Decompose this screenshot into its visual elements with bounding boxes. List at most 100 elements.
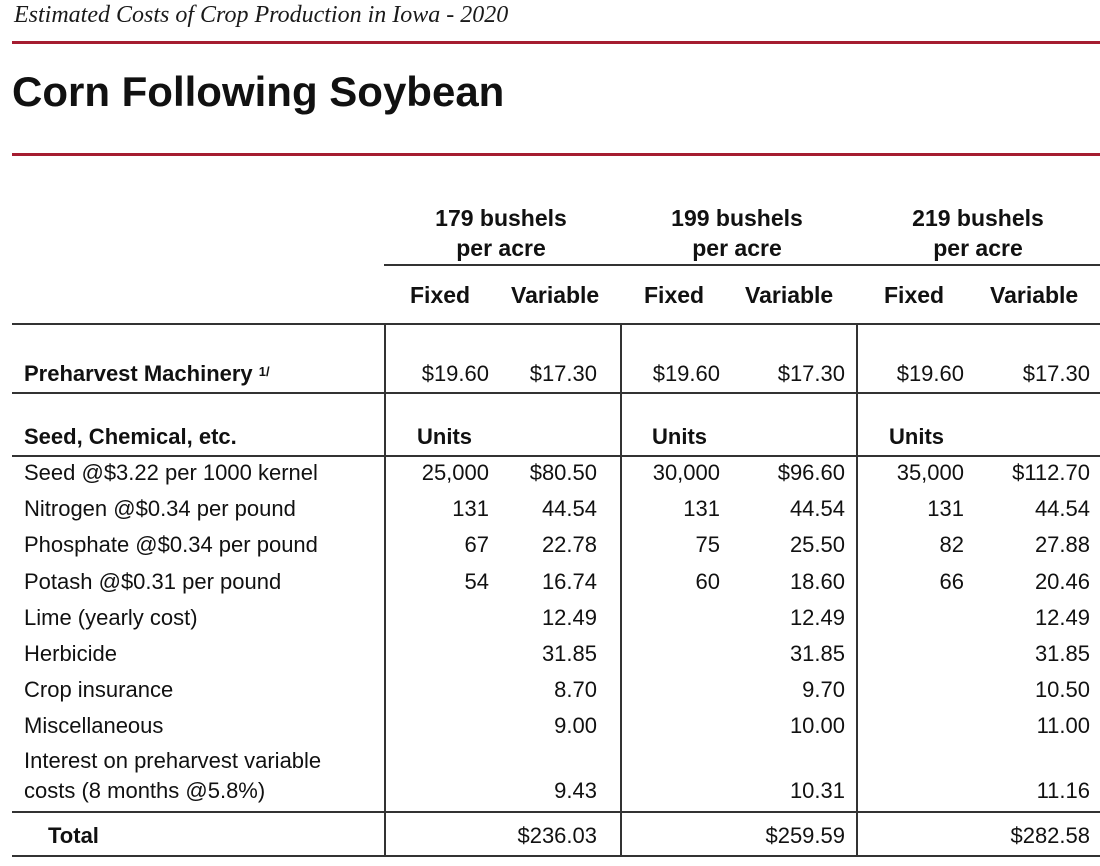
group-line1: 219 bushels: [912, 205, 1044, 231]
cell-fixed-179: 25,000: [421, 460, 489, 485]
cell-variable-199: 10.31: [789, 778, 845, 803]
table-row: Phosphate @$0.34 per pound 67 22.78 75 25.50…: [0, 527, 1100, 563]
table-row: Potash @$0.31 per pound 54 16.74 60 18.60 66 2…: [0, 564, 1100, 600]
total-variable-199: $259.59: [765, 823, 845, 848]
section-rule: [12, 455, 1100, 457]
total-rule: [12, 811, 1100, 813]
column-separator: [856, 323, 858, 856]
machinery-row: Preharvest Machinery 1/ $19.60 $17.30 $1…: [0, 356, 1100, 392]
units-label: Units: [889, 424, 944, 449]
header-bottom-rule: [12, 323, 1100, 325]
row-label: Miscellaneous: [24, 713, 164, 739]
col-header-fixed-3: Fixed: [884, 282, 945, 308]
cell-fixed-199: $19.60: [652, 361, 720, 386]
cell-variable-199: 18.60: [789, 568, 845, 594]
cell-fixed-179: $19.60: [421, 361, 489, 386]
cell-variable-219: 27.88: [1034, 532, 1090, 558]
cell-fixed-219: 131: [927, 496, 964, 522]
col-header-fixed-2: Fixed: [644, 282, 705, 308]
col-header-fixed-1: Fixed: [410, 282, 471, 308]
cell-variable-219: 11.00: [1036, 713, 1090, 739]
cell-variable-199: $17.30: [777, 361, 845, 386]
group-line1: 179 bushels: [435, 205, 567, 231]
cell-variable-219: $17.30: [1022, 361, 1090, 386]
header-rule-top: [12, 41, 1100, 44]
cell-fixed-199: 75: [695, 532, 720, 558]
cell-variable-179: 9.00: [554, 713, 597, 739]
cell-fixed-199: 131: [683, 496, 720, 522]
cell-variable-219: $112.70: [1012, 460, 1090, 485]
section-rule: [12, 392, 1100, 394]
table-row: Miscellaneous 9.00 10.00 11.00: [0, 708, 1100, 744]
column-separator: [384, 323, 386, 856]
group-line1: 199 bushels: [671, 205, 803, 231]
cell-variable-179: $17.30: [529, 361, 597, 386]
cell-variable-219: 12.49: [1034, 604, 1090, 630]
cell-variable-199: 44.54: [789, 496, 845, 522]
page-title: Corn Following Soybean: [12, 68, 505, 115]
cell-fixed-219: 66: [939, 568, 964, 594]
group-underline: [384, 264, 1100, 266]
cell-variable-219: 11.16: [1036, 778, 1090, 803]
cell-variable-199: 12.49: [789, 604, 845, 630]
yield-group-199: 199 bushels per acre: [620, 203, 854, 263]
cell-variable-219: 20.46: [1034, 568, 1090, 594]
cell-variable-179: $80.50: [529, 460, 597, 485]
cell-variable-219: 44.54: [1034, 496, 1090, 522]
row-label: Phosphate @$0.34 per pound: [24, 532, 318, 558]
row-label: Potash @$0.31 per pound: [24, 568, 282, 594]
cell-variable-199: 10.00: [789, 713, 845, 739]
cell-variable-179: 12.49: [541, 604, 597, 630]
group-line2: per acre: [933, 235, 1023, 261]
cell-fixed-179: 131: [452, 496, 489, 522]
col-header-variable-3: Variable: [990, 282, 1079, 308]
cell-variable-219: 10.50: [1034, 677, 1090, 703]
cell-fixed-219: 35,000: [896, 460, 964, 485]
machinery-label: Preharvest Machinery: [24, 361, 253, 386]
header-rule-bottom: [12, 153, 1100, 156]
cell-variable-219: 31.85: [1034, 641, 1090, 666]
cell-variable-199: 25.50: [789, 532, 845, 558]
units-label: Units: [417, 424, 472, 449]
section-label: Seed, Chemical, etc.: [24, 424, 237, 449]
cell-variable-199: $96.60: [777, 460, 845, 485]
row-label: Lime (yearly cost): [24, 604, 198, 630]
cell-fixed-219: $19.60: [896, 361, 964, 386]
table-row: Herbicide 31.85 31.85 31.85: [0, 636, 1100, 672]
row-label: Nitrogen @$0.34 per pound: [24, 496, 296, 522]
cell-fixed-219: 82: [939, 532, 964, 558]
cell-variable-199: 9.70: [802, 677, 845, 703]
total-variable-179: $236.03: [517, 823, 597, 848]
total-label: Total: [48, 823, 99, 848]
row-label: Seed @$3.22 per 1000 kernel: [24, 460, 318, 485]
cell-fixed-179: 67: [464, 532, 489, 558]
yield-group-219: 219 bushels per acre: [858, 203, 1098, 263]
units-label: Units: [652, 424, 707, 449]
row-label: Herbicide: [24, 641, 117, 666]
cell-variable-179: 44.54: [541, 496, 597, 522]
seed-section-header: Seed, Chemical, etc. Units Units Units: [0, 419, 1100, 455]
footnote-marker: 1/: [258, 364, 270, 379]
cell-variable-199: 31.85: [789, 641, 845, 666]
row-label: Preharvest Machinery 1/: [24, 356, 270, 392]
cell-variable-179: 9.43: [554, 778, 597, 803]
cell-variable-179: 16.74: [541, 568, 597, 594]
row-label: Interest on preharvest variable costs (8…: [24, 746, 321, 806]
table-row: Crop insurance 8.70 9.70 10.50: [0, 672, 1100, 708]
table-row: Lime (yearly cost) 12.49 12.49 12.49: [0, 600, 1100, 636]
col-header-variable-1: Variable: [511, 282, 600, 308]
interest-row: Interest on preharvest variable costs (8…: [0, 746, 1100, 810]
table-row: Nitrogen @$0.34 per pound 131 44.54 131 44.5…: [0, 491, 1100, 527]
cell-fixed-199: 60: [695, 568, 720, 594]
row-label: Crop insurance: [24, 677, 174, 703]
yield-group-179: 179 bushels per acre: [384, 203, 618, 263]
cell-variable-179: 31.85: [541, 641, 597, 666]
table-bottom-rule: [12, 855, 1100, 857]
interest-label-line2: costs (8 months @5.8%): [24, 778, 266, 803]
group-line2: per acre: [692, 235, 782, 261]
column-separator: [620, 323, 622, 856]
col-header-variable-2: Variable: [745, 282, 834, 308]
cell-variable-179: 22.78: [541, 532, 597, 558]
total-row: Total $236.03 $259.59 $282.58: [0, 818, 1100, 854]
document-subtitle: Estimated Costs of Crop Production in Io…: [14, 2, 509, 28]
